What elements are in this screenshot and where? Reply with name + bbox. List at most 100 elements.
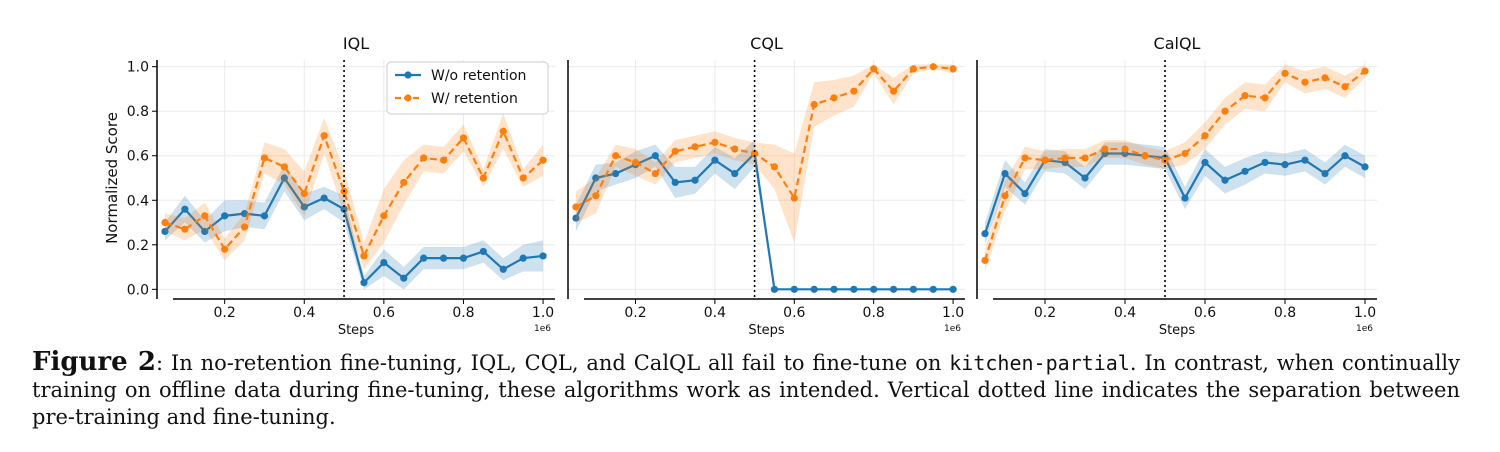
point-with-retention <box>260 154 269 162</box>
legend-marker-with-retention <box>404 94 412 102</box>
x-tick-label: 0.2 <box>624 305 646 321</box>
figure-caption: Figure 2: In no-retention fine-tuning, I… <box>32 349 1460 431</box>
point-without-retention <box>731 169 739 178</box>
point-without-retention <box>360 279 368 287</box>
point-with-retention <box>1301 78 1309 86</box>
point-without-retention <box>651 152 659 160</box>
band-with-retention <box>985 64 1365 272</box>
point-with-retention <box>221 245 229 253</box>
point-with-retention <box>380 212 388 220</box>
point-without-retention <box>479 247 487 256</box>
legend-box <box>386 61 549 115</box>
point-without-retention <box>1081 174 1089 182</box>
point-with-retention <box>161 218 169 227</box>
y-tick-label: 0.2 <box>127 238 149 254</box>
point-without-retention <box>519 254 527 262</box>
point-without-retention <box>420 254 428 262</box>
point-with-retention <box>459 134 468 142</box>
point-without-retention <box>161 227 169 236</box>
point-without-retention <box>1241 167 1249 175</box>
point-with-retention <box>750 149 759 158</box>
point-with-retention <box>830 94 838 102</box>
point-without-retention <box>201 227 209 236</box>
point-without-retention <box>539 252 547 260</box>
point-without-retention <box>909 285 917 293</box>
chart-panel-iql: 0.2 0.4 0.6 0.8 1.0 0.0 0.2 0.4 0.6 0.8 1.0 IQL Step… <box>103 34 555 338</box>
point-without-retention <box>459 254 468 262</box>
point-with-retention <box>300 189 308 198</box>
caption-text-2: . In contrast, when continually training… <box>32 351 1460 429</box>
x-scale-note: 1e6 <box>944 324 961 334</box>
point-with-retention <box>572 203 580 211</box>
point-without-retention <box>711 156 719 164</box>
x-scale-note: 1e6 <box>1356 324 1373 334</box>
point-with-retention <box>1081 154 1089 162</box>
point-without-retention <box>981 230 989 238</box>
point-with-retention <box>711 138 719 146</box>
x-tick-label: 0.6 <box>1194 305 1216 321</box>
point-without-retention <box>810 285 818 293</box>
x-tick-label: 0.8 <box>1274 305 1296 321</box>
point-without-retention <box>400 274 408 282</box>
point-without-retention <box>830 285 838 293</box>
x-tick-label: 0.4 <box>293 305 315 321</box>
point-with-retention <box>1041 156 1049 164</box>
point-with-retention <box>929 63 937 71</box>
point-without-retention <box>1221 176 1229 184</box>
point-without-retention <box>612 169 620 178</box>
point-with-retention <box>1341 83 1349 91</box>
point-with-retention <box>1021 154 1029 162</box>
point-with-retention <box>870 65 878 73</box>
x-axis-label: Steps <box>748 323 785 338</box>
point-without-retention <box>770 285 779 293</box>
x-tick-label: 0.2 <box>1034 305 1056 321</box>
point-with-retention <box>1201 132 1209 140</box>
point-without-retention <box>1361 163 1369 171</box>
point-with-retention <box>770 163 779 171</box>
point-with-retention <box>1001 192 1009 200</box>
point-without-retention <box>240 210 249 218</box>
y-tick-label: 0.8 <box>127 104 149 120</box>
x-tick-label: 1.0 <box>942 305 964 321</box>
y-axis-label: Normalized Score <box>103 112 121 244</box>
chart-title: IQL <box>343 34 369 53</box>
point-without-retention <box>340 205 348 213</box>
point-without-retention <box>1001 169 1009 178</box>
point-with-retention <box>280 163 288 171</box>
point-with-retention <box>651 169 659 178</box>
point-without-retention <box>1261 158 1269 167</box>
point-with-retention <box>1121 145 1129 153</box>
point-with-retention <box>479 174 487 182</box>
point-without-retention <box>572 214 580 222</box>
figure-plots: 0.2 0.4 0.6 0.8 1.0 0.0 0.2 0.4 0.6 0.8 1.0 IQL Step… <box>103 34 1377 338</box>
point-with-retention <box>400 178 408 187</box>
point-without-retention <box>380 259 388 267</box>
point-without-retention <box>1021 189 1029 198</box>
point-with-retention <box>519 174 527 182</box>
chart-panel-calql: 0.2 0.4 0.6 0.8 1.0 CalQL Steps 1e6 <box>976 34 1377 338</box>
point-with-retention <box>949 65 957 73</box>
point-with-retention <box>731 145 739 153</box>
point-without-retention <box>320 194 328 202</box>
point-with-retention <box>499 127 507 135</box>
point-without-retention <box>439 254 448 262</box>
band-with-retention <box>575 64 954 243</box>
point-without-retention <box>181 205 189 213</box>
x-tick-label: 0.8 <box>452 305 474 321</box>
caption-code: kitchen-partial <box>949 351 1130 375</box>
legend-marker-without-retention <box>404 71 412 79</box>
point-with-retention <box>1221 107 1229 115</box>
point-without-retention <box>592 174 600 182</box>
point-with-retention <box>671 147 679 155</box>
point-without-retention <box>280 174 288 182</box>
x-tick-label: 0.8 <box>863 305 885 321</box>
point-with-retention <box>1141 152 1149 160</box>
point-without-retention <box>671 178 679 187</box>
point-without-retention <box>691 176 699 184</box>
x-axis-label: Steps <box>338 323 375 338</box>
point-with-retention <box>612 152 620 160</box>
point-with-retention <box>631 158 640 167</box>
point-with-retention <box>320 132 328 140</box>
point-with-retention <box>592 192 600 200</box>
y-tick-label: 0.0 <box>127 282 149 298</box>
